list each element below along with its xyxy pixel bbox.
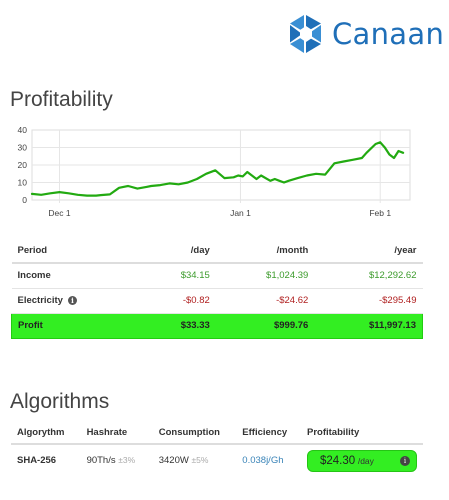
info-icon[interactable]: i: [67, 295, 77, 305]
col-month: /month: [276, 244, 309, 256]
consumption-cell: 3420W ±5%: [153, 444, 237, 476]
profit-month: $999.76: [215, 313, 315, 338]
efficiency-value: 0.038j/Gh: [242, 455, 284, 466]
col-algorythm: Algorythm: [11, 422, 81, 445]
col-profitability: Profitability: [301, 422, 423, 445]
profit-value: $24.30: [320, 454, 356, 467]
col-day: /day: [190, 244, 210, 256]
electricity-month: -$24.62: [276, 295, 309, 306]
col-period: Period: [17, 244, 48, 256]
profit-unit: /day: [357, 455, 374, 466]
y-tick-label: 10: [18, 178, 28, 188]
algorithms-title: Algorithms: [10, 390, 110, 413]
table-header-row: Algorythm Hashrate Consumption Efficienc…: [11, 422, 423, 445]
income-day: $34.15: [180, 270, 210, 282]
x-tick-label: Dec 1: [48, 208, 70, 218]
algorithm-row: SHA-256 90Th/s ±3% 3420W ±5% 0.038j/Gh $…: [11, 444, 423, 476]
col-year: /year: [394, 244, 417, 256]
hashrate-value: 90Th/s: [86, 455, 116, 466]
profitability-amount: $24.30 /day: [320, 455, 374, 467]
col-efficiency: Efficiency: [236, 422, 301, 445]
profitability-chart: 0 10 20 30 40 Dec 1 Jan 1 Feb 1: [18, 125, 411, 218]
profitability-title: Profitability: [10, 88, 113, 111]
income-month: $1,024.39: [266, 270, 309, 282]
algorithm-name: SHA-256: [17, 455, 57, 466]
profit-label: Profit: [11, 313, 142, 338]
income-row: Income $34.15 $1,024.39 $12,292.62: [11, 263, 423, 288]
income-label: Income: [17, 270, 51, 282]
y-tick-label: 20: [18, 160, 28, 170]
profitability-cell: $24.30 /day i: [301, 444, 423, 476]
profitability-badge[interactable]: $24.30 /day i: [307, 449, 417, 472]
electricity-cell: Electricity i: [12, 288, 142, 313]
x-tick-label: Feb 1: [369, 208, 391, 218]
profit-row: Profit $33.33 $999.76 $11,997.13: [11, 313, 423, 338]
x-tick-label: Jan 1: [230, 208, 251, 218]
brand-name: Canaan: [332, 17, 445, 51]
canaan-hexagon-icon: [290, 15, 321, 53]
col-consumption: Consumption: [152, 422, 237, 445]
electricity-year: -$295.49: [378, 295, 417, 306]
y-tick-label: 40: [18, 125, 28, 135]
info-icon[interactable]: i: [400, 455, 410, 466]
electricity-row: Electricity i -$0.82 -$24.62 -$295.49: [11, 288, 423, 313]
brand-logo: Canaan: [288, 12, 444, 56]
profit-year: $11,997.13: [314, 313, 423, 338]
hashrate-cell: 90Th/s ±3%: [81, 444, 153, 476]
electricity-day: -$0.82: [182, 295, 210, 306]
col-hashrate: Hashrate: [80, 422, 153, 445]
y-tick-label: 0: [22, 195, 27, 205]
hashrate-tolerance: ±3%: [118, 455, 136, 465]
profitability-table: Period /day /month /year Income $34.15 $…: [11, 238, 423, 339]
y-tick-label: 30: [18, 143, 28, 153]
algorithms-table: Algorythm Hashrate Consumption Efficienc…: [11, 422, 423, 476]
income-year: $12,292.62: [368, 270, 417, 282]
electricity-label: Electricity: [17, 295, 63, 306]
consumption-value: 3420W: [158, 455, 189, 466]
profitability-series-line: [30, 141, 405, 197]
table-header-row: Period /day /month /year: [11, 238, 423, 263]
profit-day: $33.33: [141, 313, 216, 338]
consumption-tolerance: ±5%: [191, 455, 209, 465]
